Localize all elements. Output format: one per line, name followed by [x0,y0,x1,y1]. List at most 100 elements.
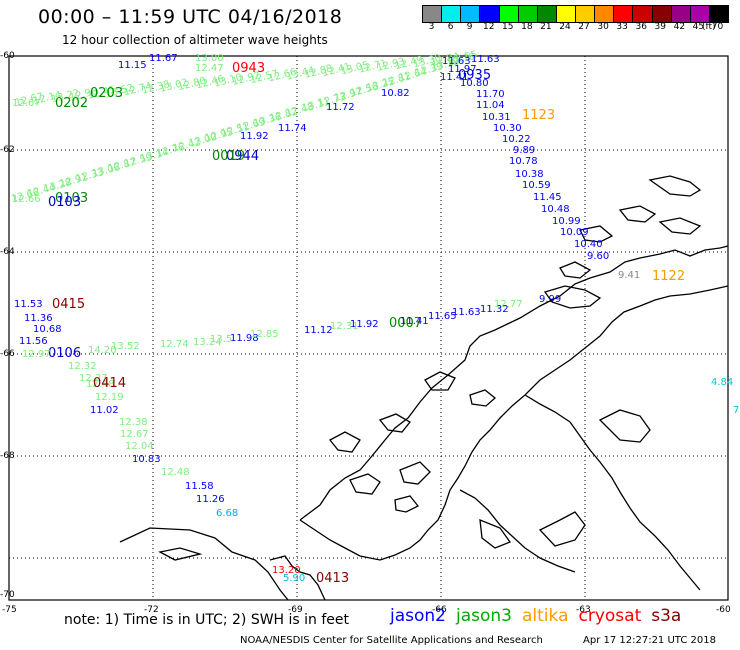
wave-height-label: 5.90 [283,573,305,584]
wave-height-label: 6.68 [216,508,238,519]
wave-height-label: 11.97 [448,64,477,75]
legend-swatch [423,6,443,22]
longitude-label: -75 [2,605,17,615]
pass-time-label: 1123 [522,108,555,123]
wave-height-label: 4.84 [711,377,733,388]
legend-swatch-label: 39 [654,22,666,32]
wave-height-label: 10.80 [460,78,489,89]
latitude-label: -66 [0,349,15,359]
longitude-labels: -75 -72 -69 -66 -63 -60 [2,605,731,615]
wave-height-label: 11.12 [304,325,333,336]
latitude-labels: -60 -62 -64 -66 -68 -70 [0,51,15,600]
wave-height-label: 10.48 [541,204,570,215]
wave-height-label: 12.04 [125,441,154,452]
footer-note: note: 1) Time is in UTC; 2) SWH is in fe… [64,612,350,628]
wave-height-label: 10.09 [560,227,589,238]
latitude-label: -62 [0,145,15,155]
wave-height-label: 10.38 [515,169,544,180]
wave-height-label: 13.00 [195,53,224,64]
wave-height-label: 9.99 [539,294,561,305]
legend-swatch-label: 3 [428,22,435,32]
latitude-label: -60 [0,51,15,61]
wave-height-label: 12.38 [119,417,148,428]
longitude-label: -60 [716,605,731,615]
wave-height-label: 11.65 [428,311,457,322]
satellite-name: cryosat [578,606,642,626]
longitude-label: -72 [144,605,159,615]
legend-unit: (ft) [702,22,716,32]
legend-swatch-label: 21 [540,22,552,32]
legend-swatch-label: 24 [559,22,571,32]
satellite-name: altika [522,606,569,626]
legend-swatch [461,6,481,22]
legend-swatch [518,6,538,22]
wave-height-label: 9.89 [513,145,535,156]
wave-height-label: 11.32 [480,304,509,315]
pass-time-label: 0415 [52,297,85,312]
wave-height-label: 12.27 [79,373,108,384]
pass-time-label: 0944 [226,149,259,164]
legend-swatch-label: 15 [502,22,514,32]
wave-height-label: 13.20 [272,565,301,576]
wave-height-label: 10.99 [552,216,581,227]
legend-swatch [633,6,653,22]
pass-time-label: 0103 [48,195,81,210]
longitude-label: -69 [288,605,303,615]
legend-swatch-label: 36 [635,22,647,32]
legend-swatch-label: 18 [521,22,533,32]
satellite-legend: jason2 jason3 altika cryosat s3a [390,606,691,626]
wave-height-label: 9.41 [618,270,640,281]
wave-height-label: 11.92 [350,319,379,330]
pass-time-label: 0007 [389,316,422,331]
wave-height-label: 10.83 [132,454,161,465]
wave-height-label: 11.63 [442,56,471,67]
pass-time-label: 0943 [232,61,265,76]
wave-height-label: 11.92 [240,131,269,142]
wave-height-label: 14.20 [88,345,117,356]
pass-time-label: 0106 [48,346,81,361]
wave-height-label: 11.74 [278,123,307,134]
longitude-label: -66 [432,605,447,615]
legend-swatch [652,6,672,22]
wave-height-label: 11.53 [14,299,43,310]
legend-swatch-label: 70 [711,22,724,32]
wave-height-label: 11.15 [118,60,147,71]
wave-height-label: 11.02 [90,405,119,416]
wave-height-label: 11.04 [476,100,505,111]
wave-height-label: 9.60 [587,251,609,262]
wave-height-label: 11.41 [440,72,469,83]
wave-height-label: 12.48 [86,379,115,390]
legend-swatch-label: 42 [673,22,686,32]
wave-height-label: 11.63 [452,307,481,318]
page-subtitle: 12 hour collection of altimeter wave hei… [62,33,328,47]
wave-height-label: 10.22 [502,134,531,145]
wave-height-label: 10.59 [522,180,551,191]
wave-height-label: 11.98 [230,333,259,344]
legend-swatch [709,6,728,22]
wave-height-label: 12.85 [250,329,279,340]
pass-time-label: 0103 [55,191,88,206]
legend-swatch [499,6,519,22]
wave-height-label: 12.48 [161,467,190,478]
footer-credit: NOAA/NESDIS Center for Satellite Applica… [240,635,543,646]
wave-height-label: 13.52 [111,341,140,352]
wave-height-label: 10.82 [381,88,410,99]
legend-swatch-label: 27 [578,22,590,32]
pass-time-label: 0413 [316,571,349,586]
wave-height-label: 12.77 [494,299,523,310]
legend-swatch [576,6,596,22]
wave-height-label: 10.78 [509,156,538,167]
latitude-label: -64 [0,247,15,257]
wave-height-label: 11.56 [19,336,48,347]
pass-time-label: 1122 [652,269,685,284]
page-title: 00:00 – 11:59 UTC 04/16/2018 [38,6,343,28]
wave-height-label: 13.5 [210,334,232,345]
wave-height-label: 10.30 [493,123,522,134]
satellite-name: s3a [651,606,682,626]
legend-swatch-label: 9 [466,22,473,32]
legend-swatch [690,6,710,22]
color-scale-labels: 3 6 9 12 15 18 21 24 27 30 33 36 39 42 45 70 [422,22,727,32]
wave-height-label: 10.31 [482,112,511,123]
